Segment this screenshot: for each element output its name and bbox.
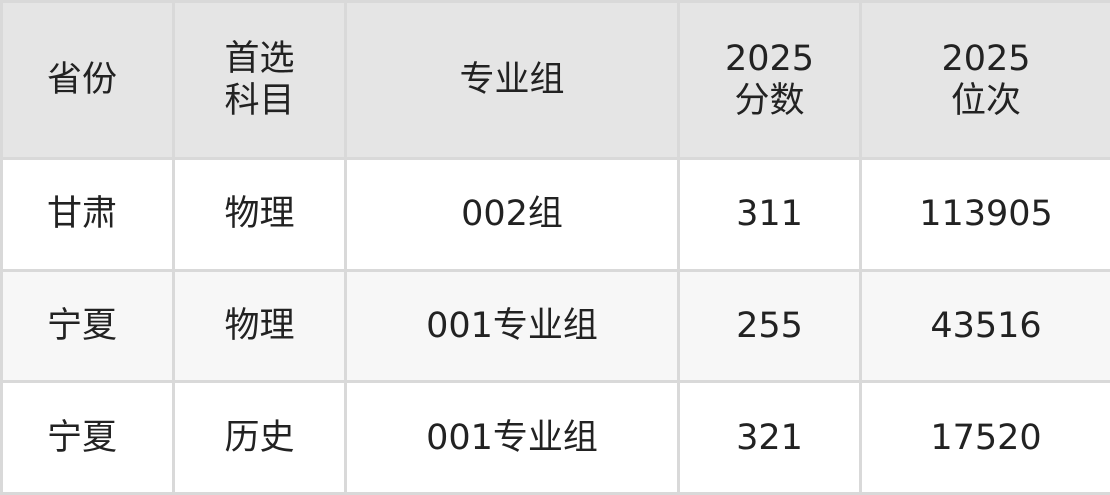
cell-rank: 43516 <box>859 268 1110 384</box>
header-text: 首选 <box>224 39 295 79</box>
cell-group: 002组 <box>344 157 680 272</box>
cell-score: 255 <box>677 268 862 384</box>
header-text: 分数 <box>734 81 805 121</box>
cell-score: 311 <box>677 157 862 272</box>
table-row: 甘肃 物理 002组 311 113905 <box>0 157 1110 272</box>
header-text: 科目 <box>224 81 295 121</box>
header-group: 专业组 <box>344 0 680 160</box>
cell-subject: 物理 <box>172 157 347 272</box>
cell-group: 001专业组 <box>344 380 680 495</box>
header-row: 省份 首选 科目 专业组 2025 分数 2025 位次 <box>0 0 1110 160</box>
header-subject: 首选 科目 <box>172 0 347 160</box>
cell-rank: 113905 <box>859 157 1110 272</box>
header-province: 省份 <box>0 0 175 160</box>
header-score: 2025 分数 <box>677 0 862 160</box>
cell-score: 321 <box>677 380 862 495</box>
cell-group: 001专业组 <box>344 268 680 384</box>
table-row: 宁夏 历史 001专业组 321 17520 <box>0 380 1110 495</box>
cell-province: 甘肃 <box>0 157 175 272</box>
header-text: 2025 <box>724 39 815 79</box>
cell-subject: 历史 <box>172 380 347 495</box>
header-rank: 2025 位次 <box>859 0 1110 160</box>
cell-rank: 17520 <box>859 380 1110 495</box>
cell-subject: 物理 <box>172 268 347 384</box>
header-text: 位次 <box>950 81 1021 121</box>
header-text: 2025 <box>941 39 1031 79</box>
cell-province: 宁夏 <box>0 268 175 384</box>
header-text: 省份 <box>47 60 118 100</box>
table-row: 宁夏 物理 001专业组 255 43516 <box>0 268 1110 384</box>
header-text: 专业组 <box>459 60 565 100</box>
cell-province: 宁夏 <box>0 380 175 495</box>
